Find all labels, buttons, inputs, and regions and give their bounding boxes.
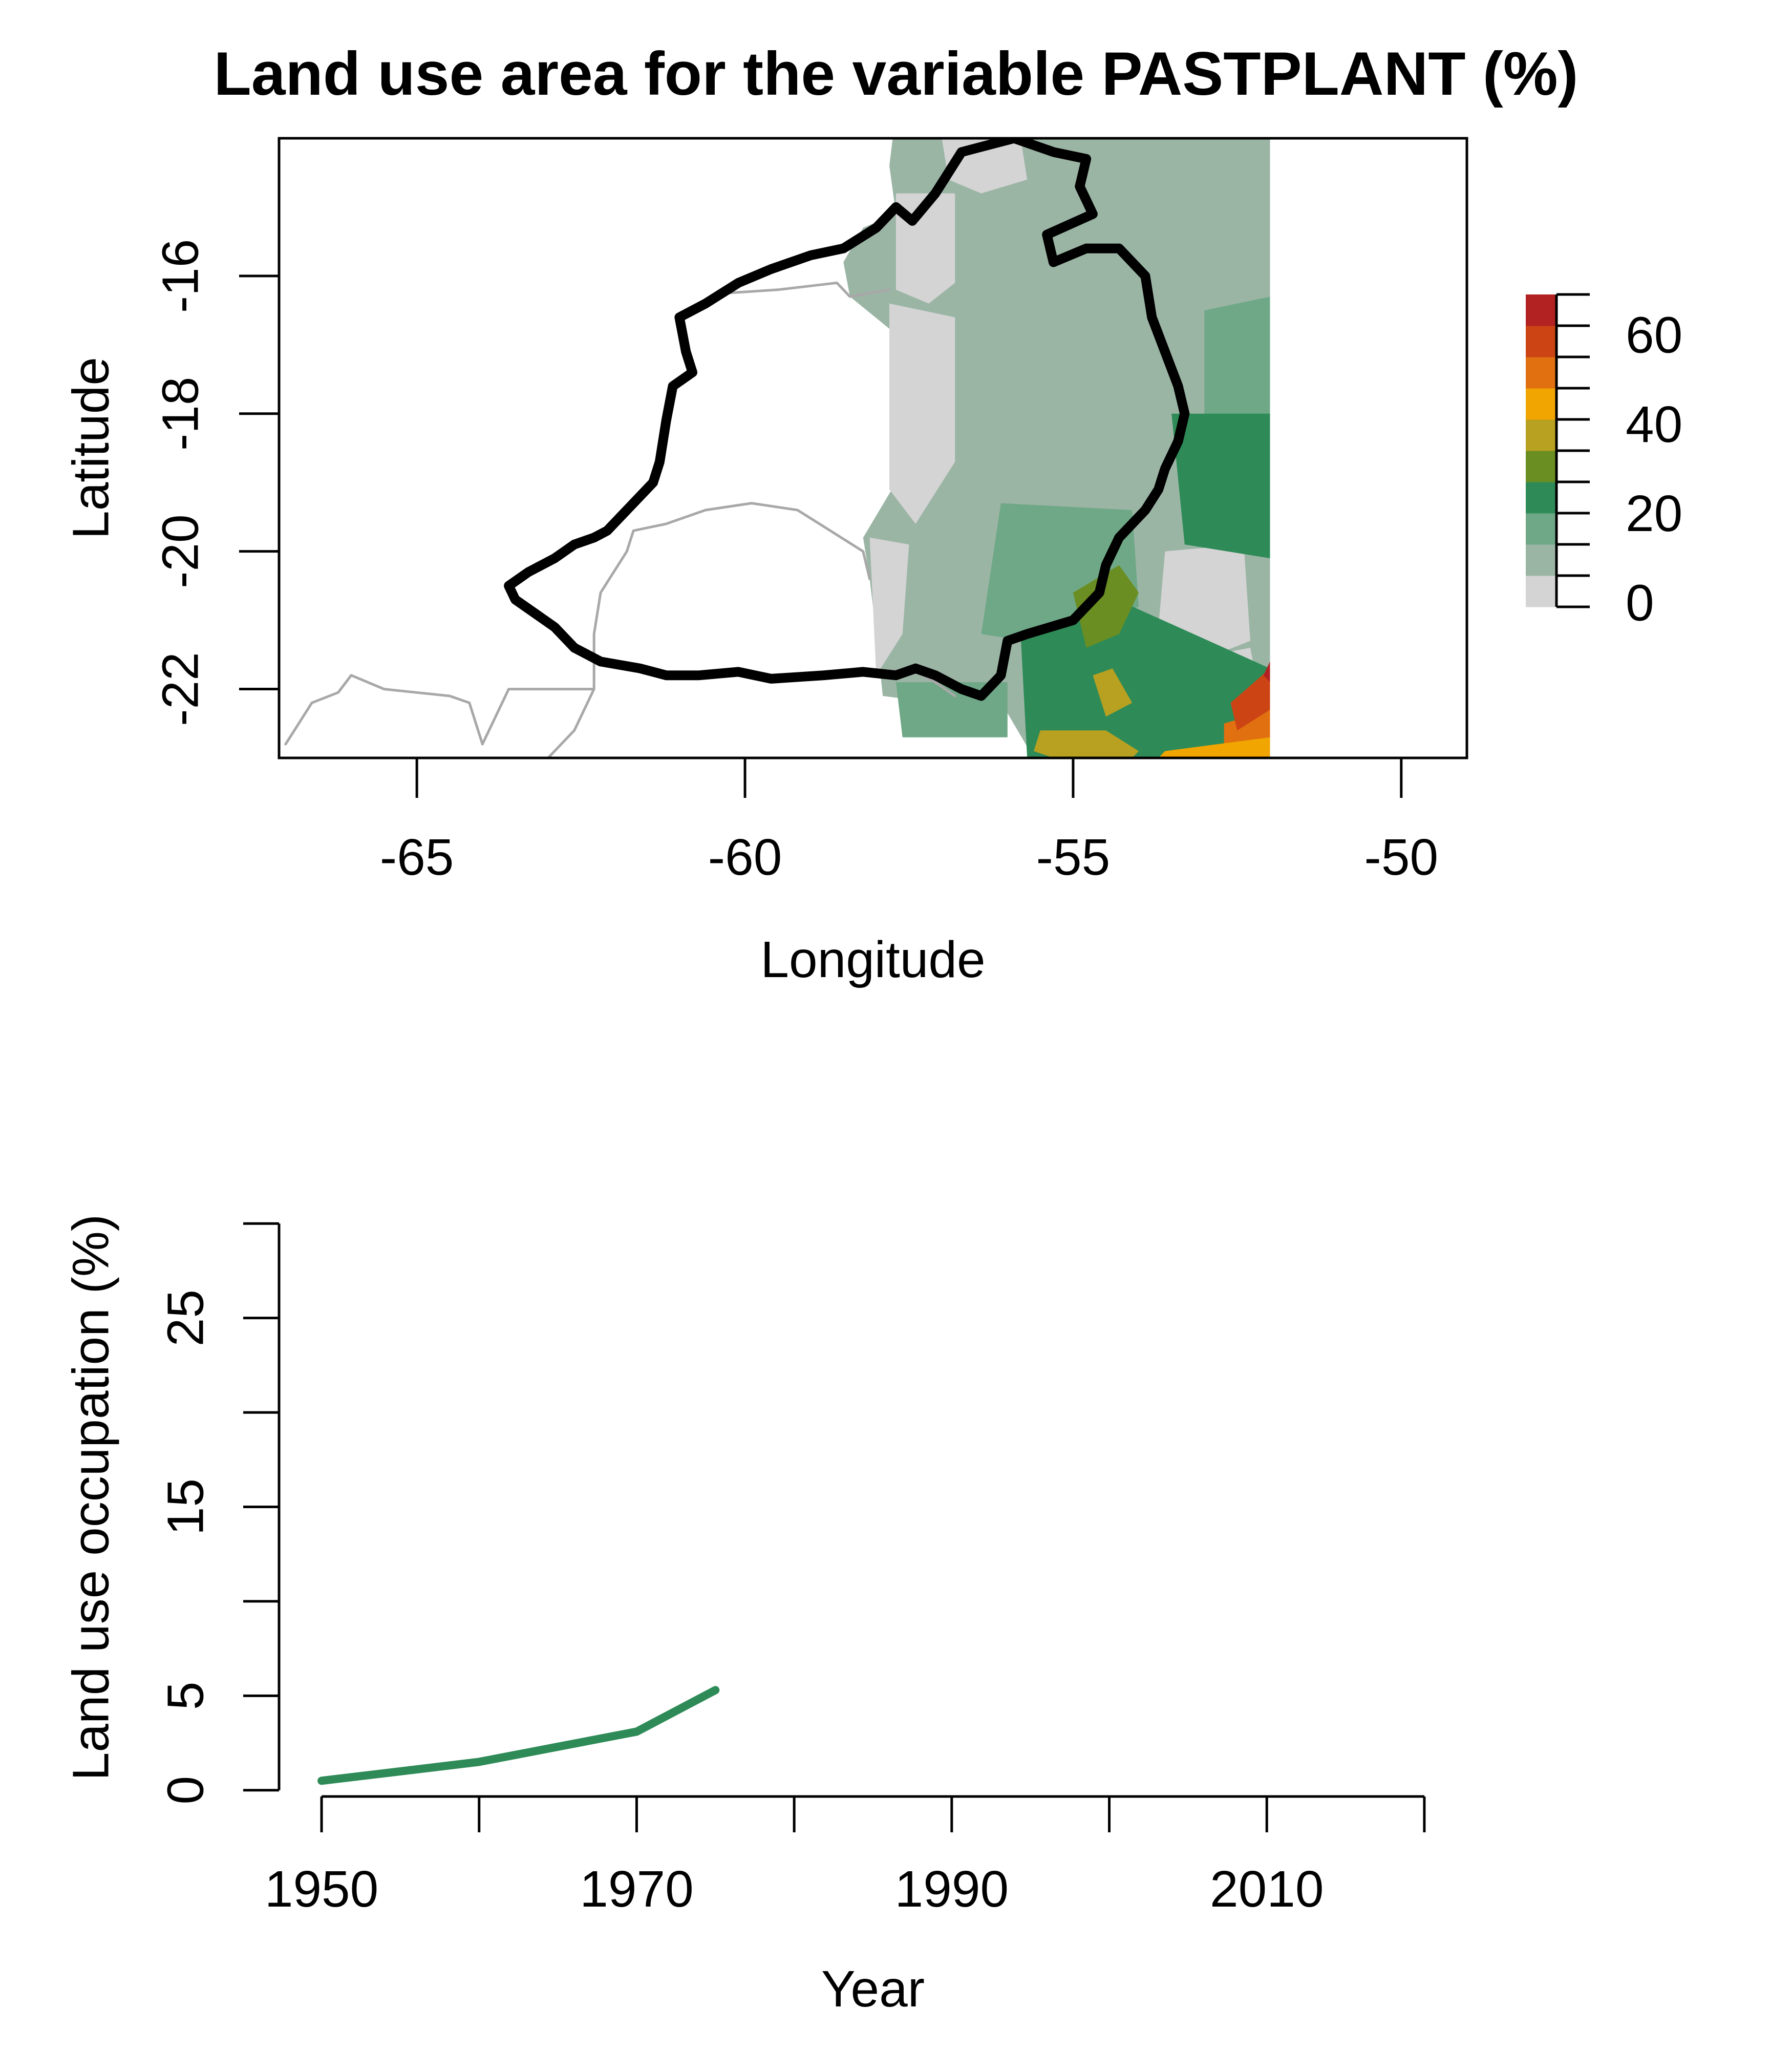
map-panel: -65 -60 -55 -50 -16 -18 -20 -22 Longitude Latitud… [62,138,1682,988]
line-chart-panel: 0 5 15 25 1950 1970 1990 2010 Year Land use occup… [62,1214,1424,2018]
line-x-tick-label-2010: 2010 [1210,1860,1324,1918]
legend-tick-label-60: 60 [1626,307,1682,364]
line-y-axis-label: Land use occupation (%) [62,1214,119,1781]
legend-color-band-1 [1526,544,1556,576]
map-y-axis-label: Latitude [62,357,119,539]
legend-color-band-8 [1526,326,1556,357]
map-title: Land use area for the variable PASTPLANT… [214,39,1578,108]
legend-color-band-9 [1526,294,1556,326]
legend-color-band-5 [1526,419,1556,451]
legend-color-band-2 [1526,513,1556,545]
map-x-tick-label--60: -60 [708,829,782,886]
country-border-southwest [286,675,594,744]
legend-color-band-4 [1526,451,1556,482]
line-x-axis-label: Year [821,1960,925,2018]
legend-tick-label-20: 20 [1626,485,1682,542]
legend-color-band-3 [1526,482,1556,514]
line-series-0 [322,1690,715,1781]
map-y-tick-label--22: -22 [152,652,209,726]
line-y-tick-label-25: 25 [157,1289,214,1346]
map-y-tick-label--20: -20 [152,514,209,588]
line-y-tick-label-0: 0 [157,1776,214,1805]
line-y-tick-label-5: 5 [157,1682,214,1710]
legend-tick-label-0: 0 [1626,574,1654,631]
line-x-tick-label-1950: 1950 [265,1860,378,1918]
map-raster [286,138,1270,758]
map-y-tick-label--16: -16 [152,239,209,313]
green-zone-northeast [1204,297,1270,428]
line-x-tick-label-1970: 1970 [580,1860,693,1918]
green-zone-east [1171,414,1270,558]
legend-tick-label-40: 40 [1626,396,1682,453]
map-x-tick-label--55: -55 [1036,829,1111,886]
map-x-tick-label--50: -50 [1364,829,1439,886]
line-y-tick-label-15: 15 [157,1478,214,1535]
line-x-tick-label-1990: 1990 [895,1860,1009,1918]
map-x-axis-label: Longitude [760,931,985,988]
legend-color-band-7 [1526,357,1556,389]
legend-color-band-6 [1526,388,1556,420]
map-y-tick-label--18: -18 [152,377,209,451]
map-x-tick-label--65: -65 [380,829,454,886]
legend-color-band-0 [1526,576,1556,607]
